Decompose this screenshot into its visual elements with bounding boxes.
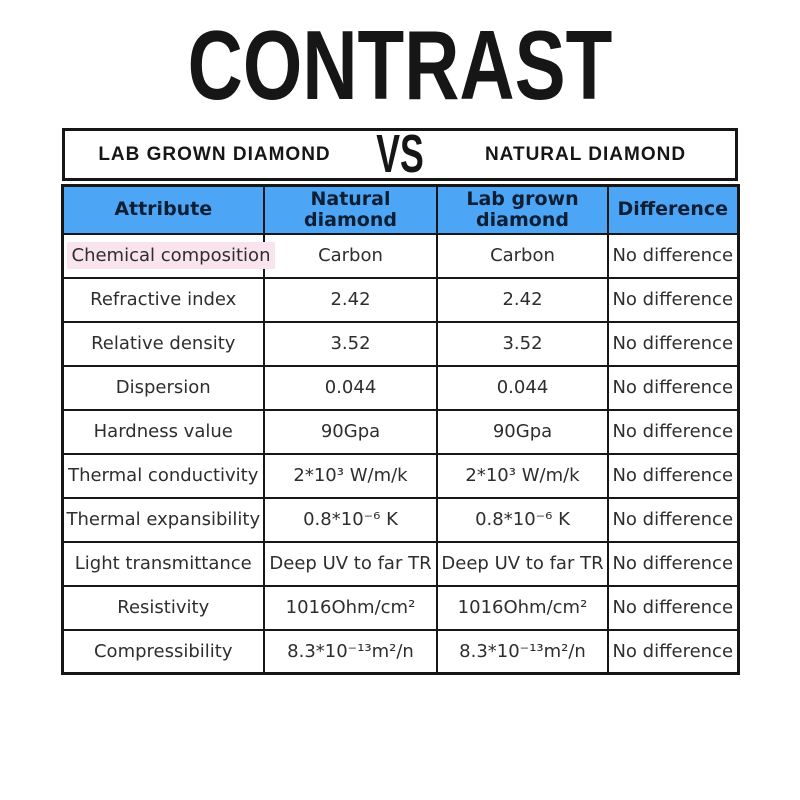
lab-grown-diamond-cell: 3.52 <box>436 320 609 367</box>
natural-diamond-cell: 8.3*10⁻¹³m²/n <box>263 628 438 675</box>
comparison-table: Attribute Natural diamond Lab grown diam… <box>60 184 740 676</box>
attribute-cell: Light transmittance <box>61 540 265 587</box>
attribute-cell: Hardness value <box>61 408 265 455</box>
column-header-attribute: Attribute <box>61 184 265 235</box>
natural-diamond-cell: 0.044 <box>263 364 438 411</box>
table-row: Thermal conductivity 2*10³ W/m/k 2*10³ W… <box>61 452 739 499</box>
difference-cell: No difference <box>607 408 739 455</box>
table-row: Dispersion 0.044 0.044 No difference <box>61 364 739 411</box>
column-header-difference: Difference <box>607 184 739 235</box>
lab-grown-diamond-cell: 0.8*10⁻⁶ K <box>436 496 609 543</box>
natural-diamond-cell: 1016Ohm/cm² <box>263 584 438 631</box>
natural-diamond-cell: Carbon <box>263 232 438 279</box>
attribute-cell: Thermal conductivity <box>61 452 265 499</box>
difference-cell: No difference <box>607 276 739 323</box>
table-row: Relative density 3.52 3.52 No difference <box>61 320 739 367</box>
table-row: Chemical composition Carbon Carbon No di… <box>61 232 739 279</box>
lab-grown-diamond-cell: 0.044 <box>436 364 609 411</box>
natural-diamond-cell: 2.42 <box>263 276 438 323</box>
table-row: Refractive index 2.42 2.42 No difference <box>61 276 739 323</box>
attribute-cell: Resistivity <box>61 584 265 631</box>
natural-diamond-cell: 2*10³ W/m/k <box>263 452 438 499</box>
difference-cell: No difference <box>607 584 739 631</box>
table-row: Thermal expansibility 0.8*10⁻⁶ K 0.8*10⁻… <box>61 496 739 543</box>
difference-cell: No difference <box>607 540 739 587</box>
lab-grown-diamond-cell: 90Gpa <box>436 408 609 455</box>
highlighted-text: Chemical composition <box>66 242 276 270</box>
vs-banner: LAB GROWN DIAMOND VS NATURAL DIAMOND <box>62 124 738 184</box>
vs-label: VS <box>376 124 424 184</box>
natural-diamond-cell: Deep UV to far TR <box>263 540 438 587</box>
attribute-cell: Compressibility <box>61 628 265 675</box>
attribute-cell: Relative density <box>61 320 265 367</box>
difference-cell: No difference <box>607 496 739 543</box>
table-header-row: Attribute Natural diamond Lab grown diam… <box>61 184 739 235</box>
vs-banner-left-label: LAB GROWN DIAMOND <box>98 143 331 165</box>
attribute-cell: Refractive index <box>61 276 265 323</box>
lab-grown-diamond-cell: 1016Ohm/cm² <box>436 584 609 631</box>
difference-cell: No difference <box>607 232 739 279</box>
difference-cell: No difference <box>607 452 739 499</box>
lab-grown-diamond-cell: Carbon <box>436 232 609 279</box>
table-row: Light transmittance Deep UV to far TR De… <box>61 540 739 587</box>
natural-diamond-cell: 90Gpa <box>263 408 438 455</box>
table-row: Resistivity 1016Ohm/cm² 1016Ohm/cm² No d… <box>61 584 739 631</box>
vs-banner-right-label: NATURAL DIAMOND <box>484 143 687 165</box>
lab-grown-diamond-cell: 2.42 <box>436 276 609 323</box>
lab-grown-diamond-cell: 8.3*10⁻¹³m²/n <box>436 628 609 675</box>
table-row: Hardness value 90Gpa 90Gpa No difference <box>61 408 739 455</box>
page-title: CONTRAST <box>187 10 613 120</box>
table-row: Compressibility 8.3*10⁻¹³m²/n 8.3*10⁻¹³m… <box>61 628 739 675</box>
attribute-cell: Thermal expansibility <box>61 496 265 543</box>
lab-grown-diamond-cell: 2*10³ W/m/k <box>436 452 609 499</box>
natural-diamond-cell: 0.8*10⁻⁶ K <box>263 496 438 543</box>
attribute-cell: Dispersion <box>61 364 265 411</box>
lab-grown-diamond-cell: Deep UV to far TR <box>436 540 609 587</box>
difference-cell: No difference <box>607 628 739 675</box>
difference-cell: No difference <box>607 320 739 367</box>
natural-diamond-cell: 3.52 <box>263 320 438 367</box>
column-header-natural-diamond: Natural diamond <box>263 184 438 235</box>
difference-cell: No difference <box>607 364 739 411</box>
attribute-cell: Chemical composition <box>61 232 276 279</box>
column-header-lab-grown-diamond: Lab grown diamond <box>436 184 609 235</box>
infographic-page: CONTRAST LAB GROWN DIAMOND VS NATURAL DI… <box>0 16 800 800</box>
